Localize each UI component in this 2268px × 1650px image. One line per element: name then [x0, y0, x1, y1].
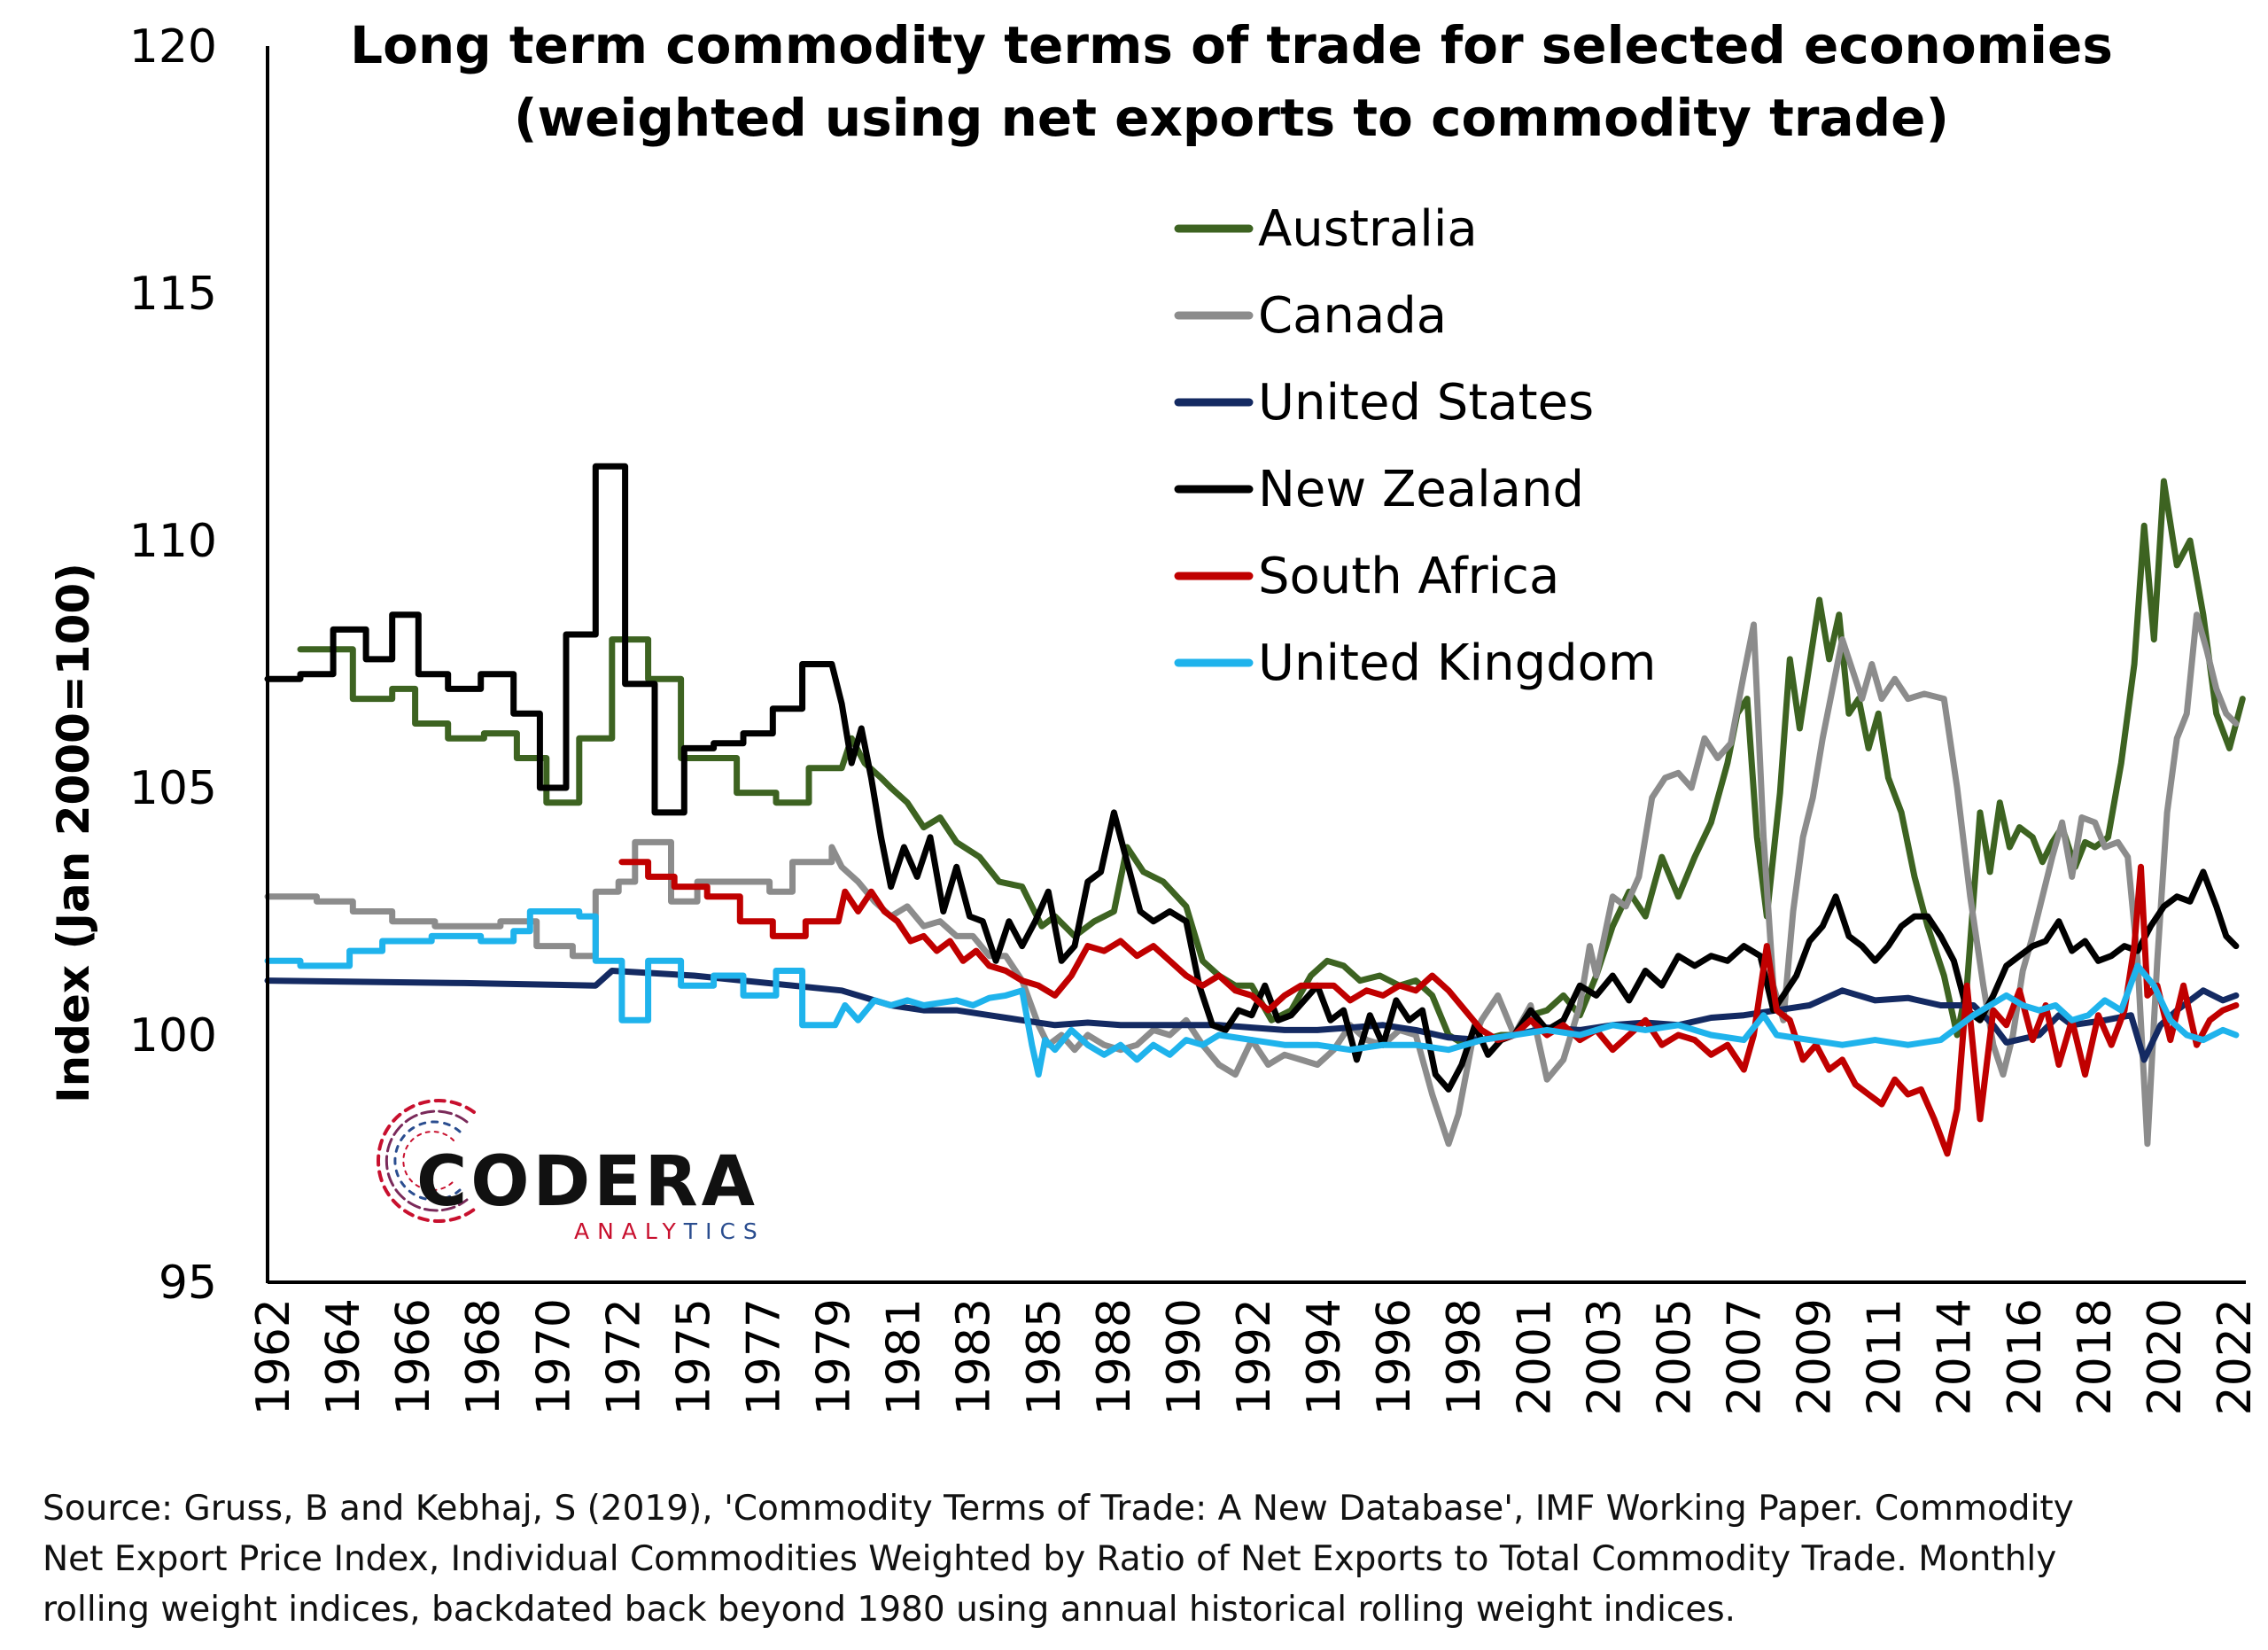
x-tick-label: 1992	[1228, 1298, 1281, 1415]
x-tick-label: 1970	[527, 1298, 580, 1415]
x-tick-label: 1994	[1298, 1298, 1351, 1415]
series-line-united-kingdom	[264, 908, 2240, 1078]
x-tick-label: 1998	[1438, 1298, 1491, 1415]
x-tick-label: 1981	[878, 1298, 931, 1415]
x-tick-label: 1983	[948, 1298, 1001, 1415]
y-tick-label: 120	[129, 20, 217, 74]
x-tick-label: 2022	[2209, 1298, 2262, 1415]
logo-c-mark-icon	[377, 1099, 476, 1223]
x-tick-labels: 1962 1964 1966 1968 1970 1972 1975 1977 1979 1981…	[247, 1298, 2262, 1415]
y-axis-label: Index (Jan 2000=100)	[48, 563, 99, 1103]
source-line-1: Source: Gruss, B and Kebhaj, S (2019), '…	[43, 1489, 2074, 1529]
x-tick-label: 1988	[1088, 1298, 1141, 1415]
x-tick-label: 1962	[247, 1298, 300, 1415]
y-tick-labels: 95 100 105 110 115 120	[129, 20, 217, 1310]
legend-label-united-kingdom: United Kingdom	[1258, 634, 1656, 692]
x-tick-label: 2009	[1789, 1298, 1842, 1415]
x-tick-label: 1977	[738, 1298, 791, 1415]
x-tick-label: 1966	[387, 1298, 440, 1415]
source-line-3: rolling weight indices, backdated back b…	[43, 1590, 1736, 1630]
y-tick-label: 105	[129, 762, 217, 815]
x-tick-label: 1996	[1368, 1298, 1421, 1415]
x-tick-label: 2014	[1929, 1298, 1982, 1415]
legend-label-australia: Australia	[1258, 200, 1478, 258]
legend-label-canada: Canada	[1258, 287, 1447, 345]
x-tick-label: 1968	[457, 1298, 510, 1415]
x-tick-label: 1975	[667, 1298, 720, 1415]
x-tick-label: 2007	[1719, 1298, 1772, 1415]
legend-label-new-zealand: New Zealand	[1258, 461, 1584, 518]
series-line-australia	[297, 478, 2246, 1048]
legend: Australia Canada United States New Zealand S…	[1174, 200, 1656, 692]
x-tick-label: 1972	[597, 1298, 650, 1415]
y-tick-label: 110	[129, 515, 217, 568]
x-tick-label: 2011	[1859, 1298, 1912, 1415]
x-tick-label: 1985	[1018, 1298, 1071, 1415]
chart-title-line-1: Long term commodity terms of trade for s…	[350, 15, 2113, 75]
source-line-2: Net Export Price Index, Individual Commo…	[43, 1539, 2057, 1579]
chart-title-line-2: (weighted using net exports to commodity…	[514, 88, 1949, 148]
logo-tagline: ANALYTICS	[574, 1218, 765, 1244]
codera-logo: CODERA ANALYTICS	[377, 1099, 765, 1244]
x-tick-label: 1990	[1158, 1298, 1211, 1415]
x-tick-label: 2020	[2139, 1298, 2192, 1415]
x-tick-label: 1979	[808, 1298, 861, 1415]
x-tick-label: 2018	[2069, 1298, 2122, 1415]
series-line-canada	[264, 611, 2240, 1148]
logo-name: CODERA	[416, 1142, 758, 1222]
x-tick-label: 2003	[1578, 1298, 1631, 1415]
y-tick-label: 100	[129, 1009, 217, 1062]
y-tick-label: 115	[129, 268, 217, 321]
y-tick-label: 95	[159, 1257, 217, 1310]
legend-label-united-states: United States	[1258, 374, 1594, 432]
x-tick-label: 2005	[1648, 1298, 1701, 1415]
series-line-new-zealand	[264, 463, 2240, 1093]
x-tick-label: 2001	[1508, 1298, 1561, 1415]
x-tick-label: 1964	[317, 1298, 370, 1415]
x-tick-label: 2016	[1999, 1298, 2052, 1415]
series-lines	[264, 463, 2246, 1157]
legend-label-south-africa: South Africa	[1258, 548, 1559, 605]
series-line-south-africa	[618, 859, 2240, 1157]
